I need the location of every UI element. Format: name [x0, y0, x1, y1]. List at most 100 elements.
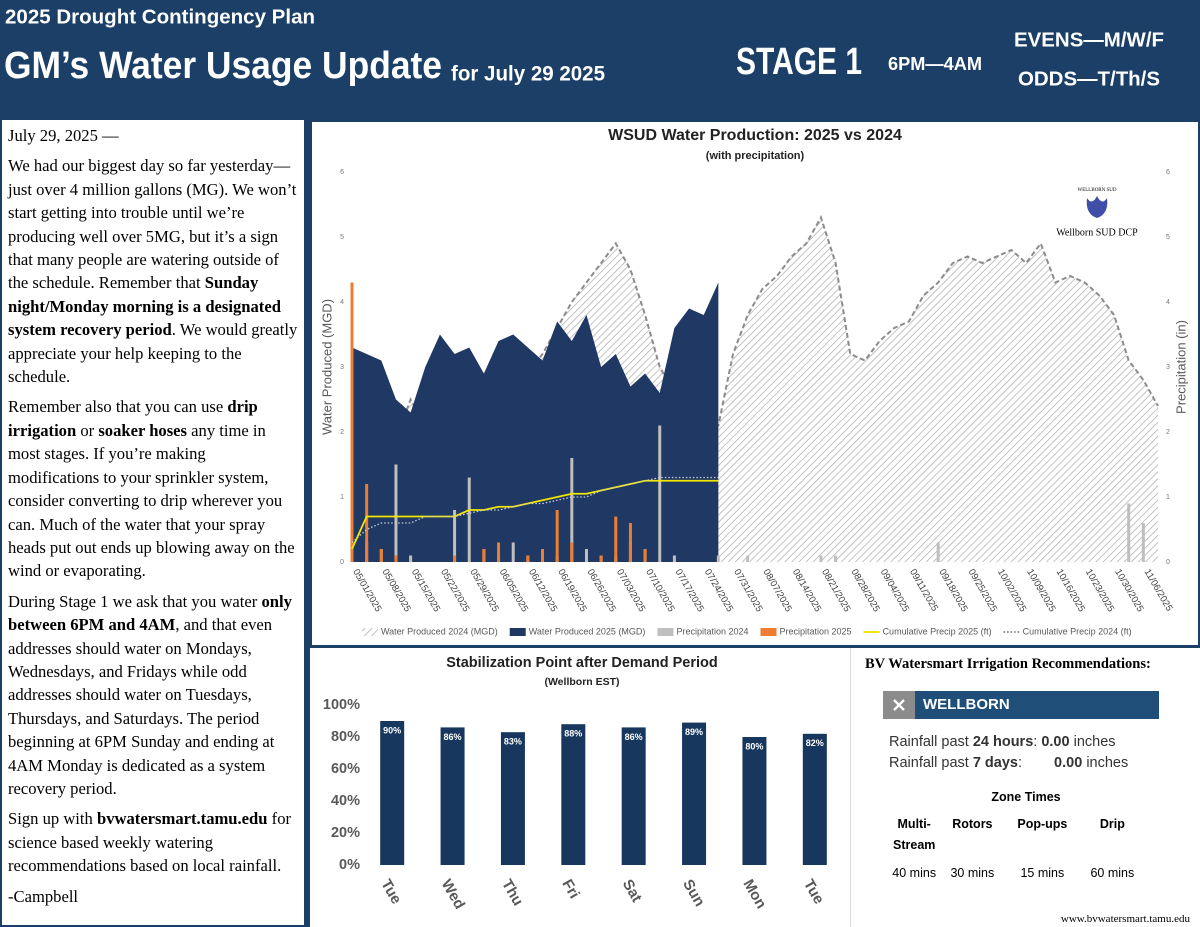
line [351, 479, 719, 550]
close-icon[interactable] [883, 691, 915, 719]
text: Remember also that you can use [8, 397, 228, 417]
header: 2025 Drought Contingency Plan GM’s Water… [4, 6, 1164, 90]
legend-label: Water Produced 2025 (MGD) [529, 626, 646, 636]
legend-label: Water Produced 2024 (MGD) [381, 626, 498, 636]
x-tick-label: 11/06/2025 [1142, 567, 1175, 613]
x-tick-label: 10/23/2025 [1083, 567, 1116, 614]
x-tick-label: Fri [558, 876, 582, 901]
logo-caption: Wellborn SUD DCP [1056, 227, 1138, 238]
precip-bar [497, 542, 501, 562]
legend-swatch [657, 628, 674, 636]
y2-tick-label: 2 [1166, 429, 1170, 436]
x-tick-label: 09/04/2025 [878, 567, 911, 614]
precip-bar [570, 542, 574, 562]
bar [682, 722, 707, 865]
x-tick-label: 06/26/2025 [585, 567, 618, 614]
zone-table: Multi-Stream Rotors Pop-ups Drip 40 mins 30 m… [891, 814, 1147, 881]
bold-text: drip irrigation [8, 397, 258, 440]
rain-label: Rainfall past [889, 755, 969, 771]
x-tick-label: 08/14/2025 [790, 567, 823, 614]
x-tick-label: Sat [619, 876, 645, 905]
area-line [351, 215, 1159, 441]
x-tick-label: 10/30/2025 [1112, 567, 1145, 614]
precip-bar [1127, 503, 1131, 562]
value-label: 83% [504, 737, 522, 747]
text: Sign up with [8, 809, 97, 829]
precip-bar [936, 542, 940, 562]
value-label: 90% [383, 725, 401, 735]
x-tick-label: 10/16/2025 [1054, 567, 1087, 614]
x-tick-label: 09/11/2025 [907, 567, 940, 613]
precip-bar [658, 425, 662, 562]
precip-bar [541, 549, 545, 562]
y-axis-label: Water Produced (MGD) [319, 299, 334, 435]
production-chart: WSUD Water Production: 2025 vs 2024 (with… [312, 122, 1198, 645]
rain-period: 24 hours [972, 734, 1034, 750]
rainfall-row: Rainfall past 24 hours: 0.00 inches [889, 734, 1116, 750]
precip-bar [746, 555, 750, 562]
x-tick-label: 10/09/2025 [1024, 567, 1057, 614]
precip-bar [394, 464, 398, 562]
legend-label: Cumulative Precip 2024 (ft) [1023, 626, 1132, 636]
precip-bar [379, 549, 383, 562]
location-bar: WELLBORN [883, 691, 1159, 719]
y2-tick-label: 6 [1166, 169, 1170, 176]
evens: EVENS—M/W/F [1014, 29, 1164, 51]
x-tick-label: Mon [740, 876, 770, 911]
precip-bar [599, 555, 603, 562]
precip-bar [834, 555, 838, 562]
y-tick-label: 80% [331, 729, 360, 745]
bold-text: bvwatersmart.tamu.edu [96, 809, 268, 829]
y2-tick-label: 5 [1166, 234, 1170, 241]
value-label: 82% [806, 738, 824, 748]
y-tick-label: 100% [323, 697, 360, 713]
precip-bar [365, 484, 369, 562]
text: any time in most stages. If you’re makin… [8, 420, 295, 581]
paragraph: -Campbell [8, 885, 300, 908]
zone-time: 30 mins [950, 866, 995, 880]
x-tick-label: 05/08/2025 [380, 567, 413, 614]
y-tick-label: 6 [340, 169, 344, 176]
precip-bar [555, 510, 559, 562]
bottom-panel: Stabilization Point after Demand Period (… [310, 648, 1200, 927]
text: . We would greatly appreciate your help … [8, 320, 298, 387]
zone-name: Pop-ups [1017, 817, 1068, 831]
y-tick-label: 1 [340, 494, 344, 501]
x-tick-label: 08/07/2025 [761, 567, 794, 614]
bold-text: only between 6PM and 4AM [8, 591, 292, 635]
precip-bar [1141, 523, 1145, 562]
x-tick-label: 05/01/2025 [350, 567, 383, 614]
paragraph: Remember also that you can use drip irri… [8, 395, 300, 582]
y2-tick-label: 3 [1166, 364, 1170, 371]
precip-bar [394, 555, 398, 562]
x-tick-label: 05/22/2025 [438, 567, 471, 614]
precip-bar [453, 555, 457, 562]
line [351, 476, 719, 543]
y-tick-label: 0% [339, 857, 360, 873]
y-tick-label: 4 [340, 299, 344, 306]
legend-swatch [509, 628, 526, 636]
bar [440, 727, 465, 865]
x-tick-label: 06/05/2025 [497, 567, 530, 614]
kicker: 2025 Drought Contingency Plan [5, 6, 315, 28]
chart-title: WSUD Water Production: 2025 vs 2024 [608, 127, 902, 144]
x-tick-label: 06/12/2025 [526, 567, 559, 614]
bold-text: Sunday night/Monday morning is a designa… [8, 273, 281, 340]
url: www.bvwatersmart.tamu.edu [1060, 913, 1190, 925]
text: During Stage 1 we ask that you water [8, 591, 262, 611]
legend-swatch [760, 628, 777, 636]
precip-bar [467, 477, 471, 562]
legend-swatch [362, 628, 378, 636]
y2-tick-label: 1 [1166, 494, 1170, 501]
precip-bar [570, 458, 574, 562]
chart-subtitle: (Wellborn EST) [544, 676, 619, 688]
zone-time: 40 mins [892, 866, 937, 880]
legend-label: Precipitation 2024 [676, 626, 748, 636]
recommendations: BV Watersmart Irrigation Recommendations… [850, 648, 1200, 927]
bar [621, 727, 646, 865]
x-tick-label: Wed [438, 876, 468, 912]
precip-bar [716, 555, 720, 562]
value-label: 80% [745, 741, 763, 751]
chart-title: Stabilization Point after Demand Period [446, 655, 718, 671]
